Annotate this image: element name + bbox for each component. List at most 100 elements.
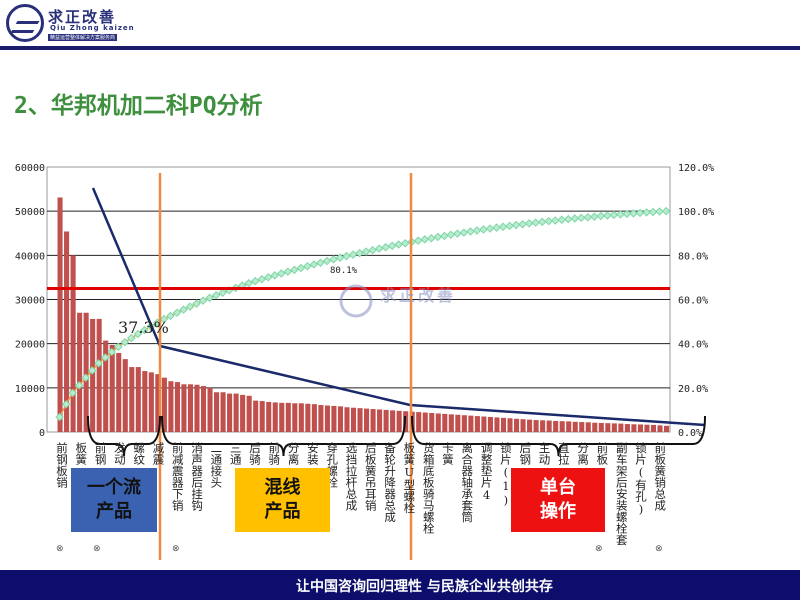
footer-bar: 让中国咨询回归理性 与民族企业共创共存 [0, 570, 800, 600]
cumulative-point [368, 245, 377, 255]
cumulative-point [635, 208, 645, 218]
cumulative-point [616, 210, 625, 219]
header-divider [0, 46, 800, 50]
bar [214, 392, 220, 432]
bar [70, 255, 76, 432]
bar [416, 412, 422, 432]
bar [566, 421, 572, 432]
bar [90, 318, 96, 432]
x-tick-label: 调整垫片4 [479, 442, 494, 502]
x-tick-label: 选挡拉杆总成 [344, 442, 359, 511]
bar [246, 395, 252, 432]
curly-brace [411, 415, 706, 457]
x-tick-label: 后板簧吊耳销 [363, 442, 378, 511]
cumulative-point [498, 222, 508, 231]
bar [357, 408, 363, 432]
bar [455, 414, 461, 432]
bar [540, 420, 546, 432]
left-tick-label: 0 [39, 428, 45, 439]
bar [572, 421, 578, 432]
bar [305, 403, 311, 432]
cumulative-point [133, 329, 143, 339]
annotation-80-1: 80.1% [330, 266, 358, 276]
bar [168, 381, 174, 432]
x-tick-label: 板簧U型螺栓 [402, 442, 417, 514]
bar [266, 401, 272, 432]
x-tick-label: 主动 [537, 442, 552, 465]
cumulative-point [107, 347, 117, 357]
cumulative-point [270, 271, 280, 280]
cumulative-point [596, 211, 606, 221]
cumulative-point [570, 214, 580, 223]
bar [318, 405, 324, 432]
cumulative-point [74, 381, 84, 390]
right-tick-label: 20.0% [678, 384, 708, 395]
bar [220, 392, 226, 432]
bar [546, 420, 552, 432]
bar [103, 340, 109, 432]
cumulative-point [198, 296, 208, 305]
annotation-37-3: 37.3% [118, 318, 169, 337]
cumulative-point [374, 244, 384, 253]
bar [507, 418, 513, 432]
cumulative-point [642, 208, 651, 217]
x-tick-label: 发动 [112, 442, 127, 465]
right-tick-label: 120.0% [678, 163, 714, 174]
x-tick-label: 分离 [286, 442, 301, 465]
cumulative-point [55, 412, 64, 422]
bar [422, 412, 428, 432]
cumulative-point [251, 276, 260, 286]
bar [240, 394, 246, 432]
cumulative-point [140, 325, 149, 335]
bar [481, 416, 487, 432]
cumulative-point [577, 213, 586, 223]
cumulative-point [511, 220, 521, 230]
x-tick-label: 前钢板销 [55, 442, 69, 488]
bar [187, 384, 194, 432]
cumulative-point [440, 231, 449, 241]
bar [520, 419, 526, 432]
watermark: 求正改善 [338, 283, 478, 327]
cumulative-point [381, 243, 390, 252]
bar [390, 410, 396, 432]
cumulative-point [61, 399, 71, 409]
curly-brace [161, 415, 406, 457]
bar [135, 367, 141, 432]
bar [122, 359, 128, 432]
left-tick-label: 50000 [15, 207, 45, 218]
logo: 求正改善 Qiu Zhong kaizen 精益运营整体解决方案服务商 [6, 4, 156, 44]
right-tick-label: 0.0% [678, 428, 702, 439]
cumulative-point [459, 228, 469, 237]
left-tick-label: 40000 [15, 251, 45, 262]
bar [468, 415, 474, 432]
right-tick-label: 60.0% [678, 296, 708, 307]
bar [527, 419, 533, 432]
bar [611, 423, 617, 432]
cumulative-point [218, 288, 227, 298]
cumulative-point [290, 265, 299, 275]
category-box: 一个流 产品 [71, 468, 157, 532]
bar [644, 424, 650, 432]
cumulative-point [518, 219, 527, 229]
cumulative-point [264, 273, 273, 282]
bar [292, 403, 298, 432]
bar [207, 387, 213, 432]
cumulative-point [127, 333, 136, 343]
bar [448, 414, 454, 432]
marker-icon: ⊗ [595, 544, 603, 554]
cumulative-point [420, 235, 430, 244]
bar [253, 400, 259, 432]
bar [64, 231, 70, 432]
cumulative-point [348, 250, 358, 259]
bar [337, 406, 344, 432]
cumulative-point [466, 227, 475, 236]
cumulative-point [192, 299, 201, 308]
bar [592, 422, 598, 432]
x-tick-label: 前板 [595, 442, 610, 465]
x-tick-label: 备轮升降器总成 [383, 442, 398, 523]
marker-icon: ⊗ [56, 544, 64, 554]
cumulative-point [629, 209, 638, 218]
cumulative-point [472, 226, 482, 235]
cumulative-point [68, 388, 77, 398]
cumulative-point [101, 353, 110, 362]
